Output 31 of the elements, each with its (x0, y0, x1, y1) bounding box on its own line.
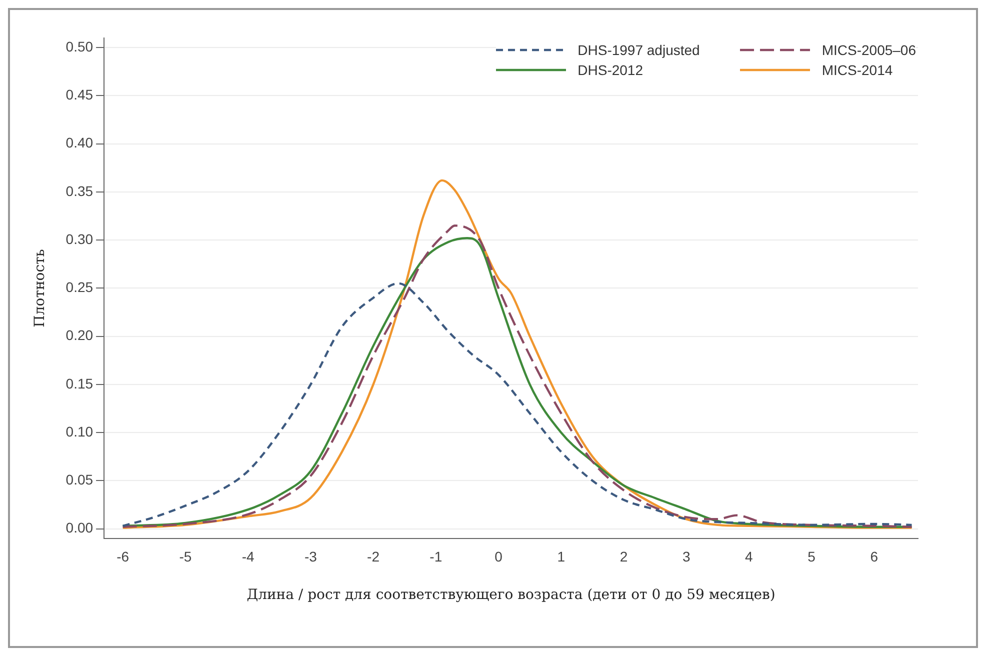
y-tick-label: 0.45 (66, 86, 94, 103)
line-series (122, 282, 913, 527)
y-tick-label: 0.10 (66, 423, 94, 440)
x-tick-label: -1 (430, 548, 442, 565)
legend-label: MICS-2005–06 (822, 42, 916, 58)
y-tick-label: 0.35 (66, 182, 94, 199)
legend-label: DHS-2012 (578, 62, 644, 78)
y-tick-label: 0.40 (66, 134, 94, 151)
x-tick-label: 2 (620, 548, 628, 565)
y-tick-label: 0.20 (66, 327, 94, 344)
legend-label: MICS-2014 (822, 62, 893, 78)
x-tick-label: 3 (682, 548, 690, 565)
y-axis-title: Плотность (32, 248, 48, 328)
x-tick-label: 6 (870, 548, 878, 565)
y-tick-label: 0.30 (66, 230, 94, 247)
legend-label: DHS-1997 adjusted (578, 42, 700, 58)
x-tick-label: 1 (557, 548, 566, 565)
y-tick-label: 0.05 (66, 472, 94, 488)
x-tick-label: -3 (304, 548, 318, 565)
x-axis-title: Длина / рост для соответствующего возраста (дети от 0 до 59 месяцев) (246, 587, 776, 604)
y-tick-label: 0.25 (66, 279, 94, 296)
x-tick-label: 5 (808, 548, 816, 565)
x-tick-label: -2 (367, 548, 380, 565)
x-tick-label: -5 (179, 548, 192, 565)
x-tick-label: 0 (494, 548, 503, 565)
x-tick-label: -4 (242, 548, 254, 565)
y-tick-label: 0.00 (66, 520, 94, 536)
y-tick-label: 0.15 (66, 375, 94, 392)
y-tick-label: 0.50 (66, 38, 94, 54)
x-tick-label: 4 (745, 548, 754, 565)
x-tick-label: -6 (116, 548, 130, 565)
